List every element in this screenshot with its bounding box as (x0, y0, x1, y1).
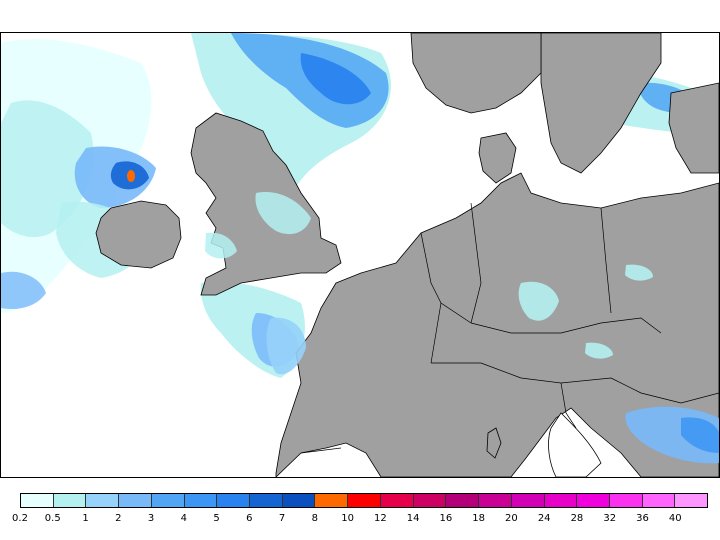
legend-swatch (511, 494, 545, 507)
legend-swatch (184, 494, 218, 507)
borders-layer (300, 202, 719, 454)
legend-tick-label: 36 (636, 513, 649, 524)
legend-tick-label: 3 (147, 513, 155, 524)
legend-swatch (642, 494, 676, 507)
legend-tick-label: 8 (311, 513, 319, 524)
legend-swatch (544, 494, 578, 507)
legend-tick-label: 5 (213, 513, 220, 524)
precip-patch-germany (518, 281, 559, 321)
legend-tick-label: 2 (115, 513, 122, 524)
legend-swatch (446, 494, 480, 507)
legend-tick-label: 40 (668, 513, 682, 524)
legend-tick-labels: 0.2 0.5 1 2 3 4 5 6 7 8 10 12 14 16 18 20 24 28 32 36 40 (12, 513, 708, 527)
precipitation-legend: 0.2 0.5 1 2 3 4 5 6 7 8 10 12 14 16 18 20 24 28 32 36 40 (12, 493, 708, 524)
land-norway (410, 33, 542, 114)
legend-swatch (119, 494, 152, 507)
legend-swatch (577, 494, 610, 507)
precip-patch-alps (585, 342, 613, 359)
legend-tick-label: 18 (472, 513, 486, 524)
precip-patch-poland (625, 264, 653, 281)
legend-swatch (21, 494, 54, 507)
land-corsica (486, 427, 502, 459)
precip-patch-adriatic-core (681, 417, 719, 453)
legend-swatch (250, 494, 283, 507)
land-denmark (478, 132, 517, 184)
legend-swatch (413, 494, 447, 507)
legend-swatch (86, 494, 120, 507)
legend-tick-label: 7 (278, 513, 286, 524)
legend-tick-label: 24 (537, 513, 551, 524)
legend-tick-label: 6 (246, 513, 253, 524)
legend-tick-label: 14 (406, 513, 420, 524)
legend-swatch (675, 494, 708, 507)
legend-tick-label: 20 (505, 513, 518, 524)
legend-tick-label: 12 (374, 513, 387, 524)
legend-swatch (151, 494, 185, 507)
precip-patch-england (255, 192, 311, 235)
legend-tick-label: 28 (570, 513, 584, 524)
legend-tick-label: 16 (439, 513, 453, 524)
legend-tick-label: 1 (82, 513, 89, 524)
precip-patch-wales (205, 232, 237, 259)
map-canvas (1, 33, 719, 477)
legend-swatch (380, 494, 414, 507)
precip-patch-west-atlantic-low (1, 271, 46, 310)
precip-patch-scotland-orange (127, 170, 135, 182)
land-ireland (95, 200, 182, 269)
legend-tick-label: 32 (603, 513, 617, 524)
legend-swatch (315, 494, 349, 507)
legend-tick-label: 0.5 (44, 513, 61, 524)
land-finland-baltics (668, 82, 719, 174)
legend-swatch (217, 494, 251, 507)
legend-swatch (479, 494, 512, 507)
legend-swatch (53, 494, 87, 507)
land-sweden (540, 33, 662, 174)
land-italy-gap-sea (548, 412, 602, 477)
precip-patch-brittany (266, 317, 306, 375)
legend-tick-label: 4 (180, 513, 187, 524)
land-layer (95, 33, 719, 477)
legend-swatch (282, 494, 316, 507)
legend-swatch (348, 494, 381, 507)
precip-patch-north-sea-dark (300, 53, 371, 105)
legend-tick-label: 10 (341, 513, 354, 524)
legend-color-bar (20, 493, 708, 508)
precipitation-map (0, 32, 720, 478)
legend-tick-label: 0.2 (12, 513, 28, 524)
land-continent (275, 172, 719, 477)
precip-land-layer (205, 192, 719, 464)
legend-swatch (609, 494, 643, 507)
